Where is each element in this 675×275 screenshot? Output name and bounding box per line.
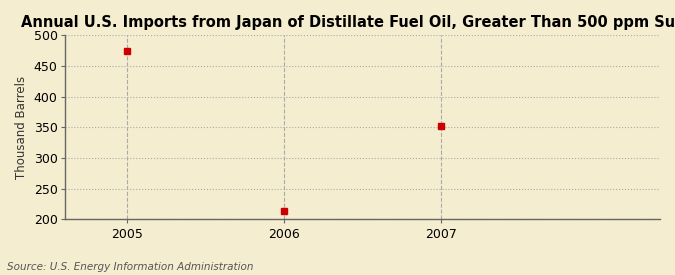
Title: Annual U.S. Imports from Japan of Distillate Fuel Oil, Greater Than 500 ppm Sulf: Annual U.S. Imports from Japan of Distil… [21, 15, 675, 30]
Text: Source: U.S. Energy Information Administration: Source: U.S. Energy Information Administ… [7, 262, 253, 272]
Y-axis label: Thousand Barrels: Thousand Barrels [15, 76, 28, 179]
